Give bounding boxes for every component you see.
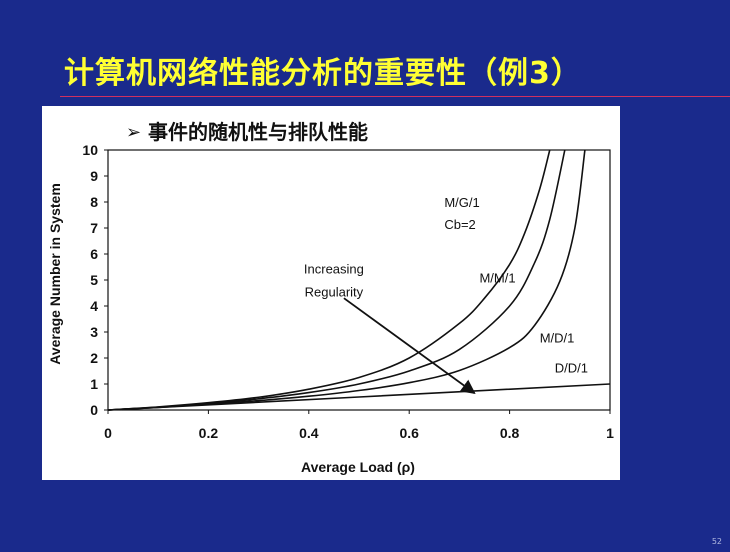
series-label-d-d-1: D/D/1 — [555, 360, 588, 375]
y-tick-label: 7 — [90, 220, 98, 236]
annotation-text: Increasing — [304, 262, 364, 277]
series-label-m-d-1: M/D/1 — [540, 330, 575, 345]
y-tick-label: 2 — [90, 350, 98, 366]
x-tick-label: 1 — [606, 425, 614, 441]
page-number: 52 — [711, 537, 722, 546]
y-tick-label: 0 — [90, 402, 98, 418]
y-tick-label: 1 — [90, 376, 98, 392]
x-tick-label: 0.2 — [199, 425, 219, 441]
x-tick-label: 0.4 — [299, 425, 319, 441]
figure-subtitle-bullet: ➢ — [126, 122, 141, 142]
y-tick-label: 6 — [90, 246, 98, 262]
y-tick-label: 8 — [90, 194, 98, 210]
queueing-chart: ➢ 事件的随机性与排队性能 0 1 2 3 4 5 6 7 8 9 10 0 0.2 0.4 0.6 0.8 1… — [47, 120, 614, 475]
x-tick-label: 0.6 — [399, 425, 419, 441]
y-axis-label: Average Number in System — [47, 183, 63, 365]
figure-subtitle: 事件的随机性与排队性能 — [148, 120, 368, 144]
plot-frame — [107, 149, 611, 411]
x-tick-label: 0.8 — [500, 425, 520, 441]
annotation: Increasing Regularity — [304, 262, 476, 394]
series-label-m-g-1: M/G/1 — [444, 195, 479, 210]
annotation-arrow — [343, 297, 476, 394]
slide-title: 计算机网络性能分析的重要性（例3） — [64, 56, 582, 91]
y-tick-label: 9 — [90, 168, 98, 184]
annotation-text: Regularity — [305, 285, 364, 300]
series-line-d-d-1 — [107, 383, 611, 411]
series-group — [107, 149, 611, 411]
series-label-m-m-1: M/M/1 — [479, 271, 515, 286]
series-label-sub-m-g-1: Cb=2 — [444, 217, 475, 232]
series-labels: M/G/1 Cb=2 M/M/1 M/D/1 D/D/1 — [444, 195, 588, 375]
y-tick-label: 3 — [90, 324, 98, 340]
x-tick-label: 0 — [104, 425, 112, 441]
y-tick-label: 5 — [90, 272, 98, 288]
x-axis-label: Average Load (ρ) — [301, 459, 415, 475]
y-tick-label: 4 — [90, 298, 98, 314]
figure-panel: ➢ 事件的随机性与排队性能 0 1 2 3 4 5 6 7 8 9 10 0 0.2 0.4 0.6 0.8 1… — [42, 106, 620, 480]
y-tick-label: 10 — [82, 142, 98, 158]
axes: 0 1 2 3 4 5 6 7 8 9 10 0 0.2 0.4 0.6 0.8 1 — [82, 142, 614, 441]
title-divider — [60, 96, 730, 97]
